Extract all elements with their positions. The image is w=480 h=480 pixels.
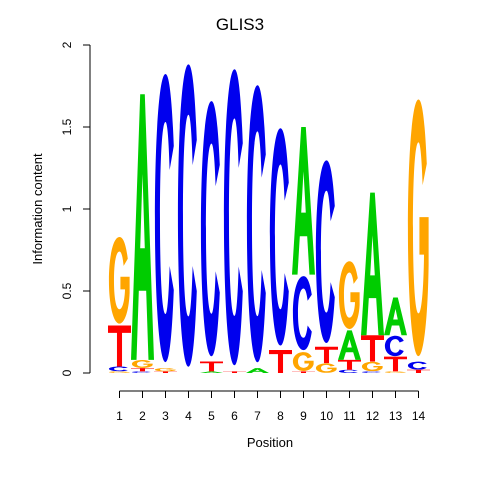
x-tick-label: 13 — [389, 409, 403, 423]
logo-letter-t-pos-11 — [338, 359, 361, 370]
logo-letter-t-pos-14 — [407, 369, 430, 373]
logo-letter-t-pos-9 — [292, 371, 315, 373]
logo-letter-c-pos-9 — [292, 276, 312, 351]
logo-letter-g-pos-1 — [108, 371, 130, 373]
logo-letter-t-pos-12 — [361, 335, 384, 362]
logo-letter-g-pos-1 — [108, 237, 130, 324]
logo-letter-c-pos-3 — [154, 73, 174, 363]
logo-letter-c-pos-6 — [223, 69, 243, 366]
logo-letter-a-pos-9 — [292, 127, 315, 275]
x-axis: 1 2 3 4 5 6 7 8 9 10 11 12 13 14 — [116, 390, 426, 423]
logo-letter-g-pos-14 — [407, 99, 429, 357]
logo-letter-c-pos-14 — [407, 361, 427, 370]
logo-letter-c-pos-12 — [361, 371, 381, 373]
logo-letter-g-pos-2 — [131, 360, 153, 368]
logo-letter-t-pos-8 — [269, 350, 292, 373]
x-axis-title: Position — [247, 435, 293, 450]
logo-letter-c-pos-1 — [108, 366, 128, 372]
y-tick-label: 0 — [60, 369, 74, 376]
logo-letter-a-pos-7 — [246, 368, 269, 373]
logo-letters — [108, 64, 430, 373]
logo-letter-g-pos-10 — [315, 363, 337, 373]
x-tick-label: 14 — [412, 409, 426, 423]
logo-letter-a-pos-5 — [200, 371, 223, 373]
chart-title: GLIS3 — [216, 15, 264, 34]
x-tick-label: 4 — [185, 409, 192, 423]
logo-letter-a-pos-13 — [384, 297, 407, 336]
x-tick-label: 7 — [254, 409, 261, 423]
x-tick-label: 8 — [277, 409, 284, 423]
logo-letter-a-pos-12 — [361, 192, 384, 336]
logo-letter-c-pos-5 — [200, 101, 220, 357]
logo-letter-t-pos-10 — [315, 346, 338, 364]
logo-letter-a-pos-11 — [338, 330, 361, 360]
logo-letter-g-pos-9 — [292, 352, 314, 371]
x-tick-label: 9 — [300, 409, 307, 423]
logo-letter-t-pos-6 — [223, 371, 246, 373]
x-tick-label: 6 — [231, 409, 238, 423]
logo-letter-t-pos-2 — [131, 368, 154, 372]
logo-letter-c-pos-11 — [338, 369, 358, 373]
logo-letter-g-pos-13 — [384, 371, 406, 373]
y-tick-label: 1 — [60, 205, 74, 212]
y-axis: 0 0.5 1 1.5 2 — [60, 41, 91, 376]
x-tick-label: 11 — [343, 409, 356, 423]
logo-letter-g-pos-12 — [361, 361, 383, 372]
y-tick-label: 2 — [60, 41, 74, 48]
y-tick-label: 0.5 — [60, 282, 74, 299]
logo-letter-t-pos-1 — [108, 325, 131, 367]
logo-letter-g-pos-3 — [154, 368, 176, 372]
logo-letter-c-pos-4 — [177, 64, 197, 367]
logo-letter-c-pos-7 — [246, 85, 266, 363]
y-axis-title: Information content — [30, 153, 45, 265]
logo-letter-t-pos-5 — [200, 361, 223, 372]
logo-letter-t-pos-13 — [384, 356, 407, 372]
x-tick-label: 2 — [139, 409, 146, 423]
logo-letter-c-pos-13 — [384, 335, 404, 357]
logo-letter-c-pos-2 — [131, 371, 151, 373]
x-tick-label: 5 — [208, 409, 215, 423]
logo-letter-c-pos-8 — [269, 128, 289, 346]
x-tick-label: 10 — [320, 409, 334, 423]
logo-letter-c-pos-10 — [315, 160, 335, 343]
x-tick-label: 3 — [162, 409, 169, 423]
logo-letter-a-pos-2 — [131, 94, 154, 360]
x-tick-label: 1 — [116, 409, 123, 423]
y-tick-label: 1.5 — [60, 118, 74, 135]
logo-letter-g-pos-11 — [338, 261, 360, 329]
x-tick-label: 12 — [366, 409, 380, 423]
logo-letter-t-pos-3 — [154, 371, 177, 373]
